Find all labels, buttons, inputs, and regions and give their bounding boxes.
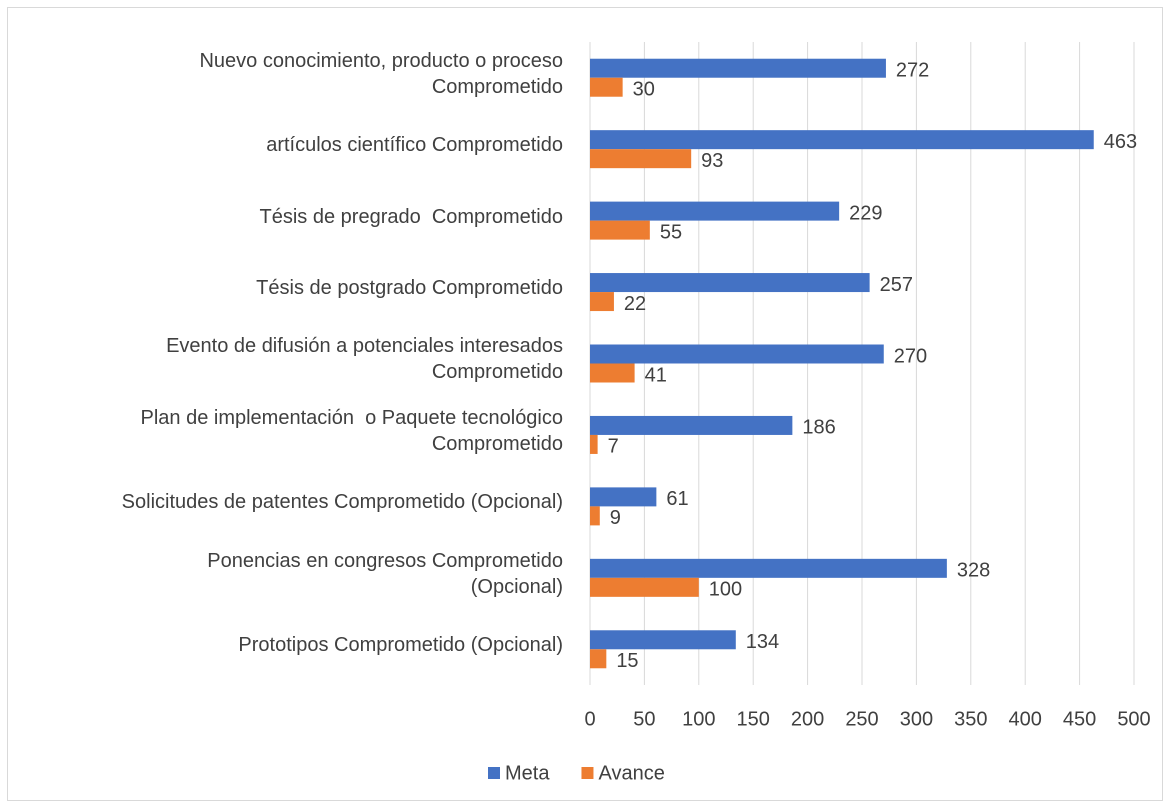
- data-label: 463: [1104, 131, 1137, 153]
- x-tick-label: 200: [791, 708, 824, 730]
- data-label: 30: [633, 79, 655, 101]
- data-label: 7: [608, 436, 619, 458]
- y-tick-label: Ponencias en congresos Comprometido (Opc…: [207, 549, 563, 598]
- bar: [590, 415, 793, 435]
- bar: [590, 558, 947, 578]
- data-label: 22: [624, 293, 646, 315]
- data-label: 93: [701, 150, 723, 172]
- x-tick-label: 400: [1009, 708, 1042, 730]
- x-tick-label: 150: [737, 708, 770, 730]
- bar: [590, 344, 884, 364]
- data-label: 15: [616, 650, 638, 672]
- data-label: 55: [660, 221, 682, 243]
- y-tick-label: Tésis de pregrado Comprometido: [259, 205, 563, 228]
- bar: [590, 434, 598, 454]
- bar: [590, 487, 657, 507]
- x-tick-label: 0: [584, 708, 595, 730]
- data-label: 61: [666, 488, 688, 510]
- y-tick-label: Evento de difusión a potenciales interes…: [166, 335, 563, 384]
- data-label: 272: [896, 60, 929, 82]
- bar: [590, 292, 614, 312]
- bar: [590, 201, 840, 221]
- legend-label: Avance: [598, 762, 664, 784]
- legend-swatch: [488, 767, 500, 779]
- x-tick-label: 300: [900, 708, 933, 730]
- bar: [590, 149, 692, 169]
- data-label: 328: [957, 560, 990, 582]
- legend-label: Meta: [505, 762, 550, 784]
- y-tick-label: Nuevo conocimiento, producto o proceso C…: [199, 49, 563, 98]
- data-label: 229: [849, 202, 882, 224]
- bar: [590, 77, 623, 97]
- x-tick-label: 500: [1117, 708, 1150, 730]
- x-tick-label: 50: [633, 708, 655, 730]
- bar: [590, 273, 870, 293]
- bar: [590, 220, 650, 240]
- data-label: 257: [880, 274, 913, 296]
- x-tick-label: 100: [682, 708, 715, 730]
- legend-swatch: [581, 767, 594, 779]
- x-tick-label: 450: [1063, 708, 1096, 730]
- bar: [590, 577, 699, 597]
- bar: [590, 630, 736, 650]
- bar: [590, 130, 1094, 150]
- y-tick-label: Solicitudes de patentes Comprometido (Op…: [121, 491, 563, 514]
- y-tick-label: Tésis de postgrado Comprometido: [256, 277, 563, 300]
- bar: [590, 363, 635, 383]
- bar: [590, 506, 600, 526]
- data-label: 100: [709, 579, 742, 601]
- bar: [590, 58, 886, 78]
- y-tick-label: Prototipos Comprometido (Opcional): [238, 634, 563, 657]
- data-label: 9: [610, 507, 621, 529]
- x-tick-label: 250: [845, 708, 878, 730]
- y-tick-label: Plan de implementación o Paquete tecnoló…: [140, 406, 564, 455]
- data-label: 134: [746, 631, 779, 653]
- data-label: 186: [802, 417, 835, 439]
- y-tick-label: artículos científico Comprometido: [266, 134, 563, 157]
- bar: [590, 649, 607, 669]
- x-tick-label: 350: [954, 708, 987, 730]
- data-label: 41: [645, 364, 667, 386]
- data-label: 270: [894, 345, 927, 367]
